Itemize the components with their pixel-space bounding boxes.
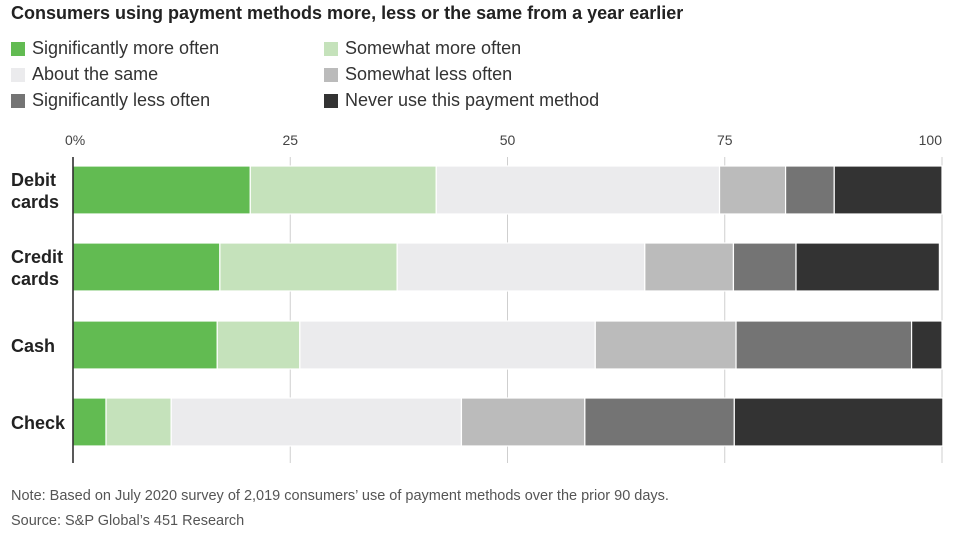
bar-segment (833, 165, 943, 215)
bar-segment (910, 320, 943, 370)
legend-item: Significantly less often (11, 90, 210, 111)
category-label-line: cards (11, 192, 59, 212)
legend-swatch (324, 93, 338, 108)
category-label: Check (11, 413, 66, 433)
bar-segment (170, 397, 463, 447)
legend-swatch (11, 67, 25, 82)
category-label-line: Credit (11, 247, 63, 267)
legend-swatch (324, 67, 338, 82)
bar-segment (72, 165, 251, 215)
x-tick-label: 0% (65, 132, 85, 148)
bar-segment (795, 242, 940, 292)
x-tick-label: 25 (282, 132, 298, 148)
category-label-line: Cash (11, 336, 55, 356)
legend-swatch (11, 41, 25, 56)
x-tick-label: 100 (919, 132, 943, 148)
category-label-line: cards (11, 269, 59, 289)
chart-title: Consumers using payment methods more, le… (11, 3, 684, 23)
bar-segment (72, 242, 221, 292)
bar-segment (594, 320, 737, 370)
legend-label: Never use this payment method (345, 90, 600, 110)
bar-segment (584, 397, 735, 447)
category-label: Debit cards (11, 170, 59, 212)
legend-item: Somewhat more often (324, 38, 521, 59)
legend-swatch (11, 93, 25, 108)
category-label: Credit cards (11, 247, 63, 289)
legend: Significantly more often Somewhat more of… (11, 38, 711, 118)
source-note: Source: S&P Global’s 451 Research (11, 513, 245, 529)
legend-swatch (324, 41, 338, 56)
bar-segment (735, 320, 913, 370)
x-tick-label: 75 (717, 132, 733, 148)
legend-label: Significantly more often (32, 38, 220, 58)
bar-segment (396, 242, 646, 292)
bar-segment (460, 397, 586, 447)
bar-segment (72, 320, 218, 370)
bar-segment (216, 320, 301, 370)
bar-segment (718, 165, 787, 215)
category-label-line: Debit (11, 170, 56, 190)
bar-segment (733, 397, 944, 447)
bar-segment (219, 242, 398, 292)
category-label: Cash (11, 336, 55, 356)
legend-label: Somewhat more often (345, 38, 522, 58)
legend-item: Significantly more often (11, 38, 219, 59)
bar-segment (72, 397, 107, 447)
bar-segment (644, 242, 735, 292)
legend-item: About the same (11, 64, 158, 85)
legend-label: About the same (32, 64, 159, 84)
legend-item: Never use this payment method (324, 90, 599, 111)
bar-segment (435, 165, 721, 215)
bar-segment (784, 165, 835, 215)
legend-label: Somewhat less often (345, 64, 513, 84)
legend-label: Significantly less often (32, 90, 211, 110)
bar-segment (732, 242, 797, 292)
bar-segment (105, 397, 172, 447)
footnote: Note: Based on July 2020 survey of 2,019… (11, 488, 669, 504)
legend-item: Somewhat less often (324, 64, 512, 85)
category-label-line: Check (11, 413, 66, 433)
bar-segment (249, 165, 437, 215)
bar-segment (299, 320, 596, 370)
x-tick-label: 50 (500, 132, 516, 148)
